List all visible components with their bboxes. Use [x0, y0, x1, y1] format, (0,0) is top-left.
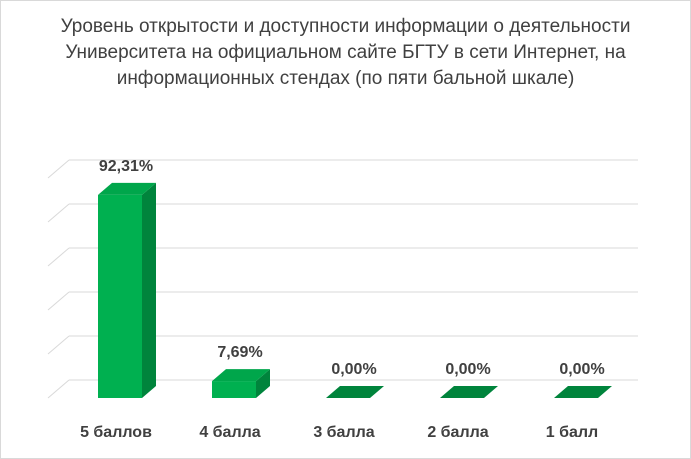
- bar-top: [554, 386, 612, 398]
- gridline-side: [47, 335, 70, 355]
- data-label: 0,00%: [331, 361, 376, 378]
- data-label: 7,69%: [217, 344, 262, 361]
- bar-side: [256, 369, 270, 398]
- bar-top: [440, 386, 498, 398]
- gridline-side: [47, 159, 70, 179]
- bar-top: [212, 369, 270, 382]
- data-label: 0,00%: [559, 361, 604, 378]
- gridline-side: [47, 379, 70, 399]
- category-label: 2 балла: [427, 424, 488, 441]
- bar: [212, 381, 256, 398]
- gridline-side: [47, 291, 70, 311]
- bar-top: [98, 182, 156, 195]
- category-label: 5 баллов: [80, 424, 152, 441]
- gridline-side: [47, 247, 70, 267]
- data-label: 92,31%: [99, 158, 153, 175]
- chart-title: Уровень открытости и доступности информа…: [60, 16, 631, 89]
- category-label: 3 балла: [313, 424, 374, 441]
- bar-top: [326, 386, 384, 398]
- category-label: 4 балла: [199, 424, 260, 441]
- gridline-side: [47, 203, 70, 223]
- data-label: 0,00%: [445, 361, 490, 378]
- bar-side: [142, 182, 156, 398]
- bar: [98, 194, 142, 398]
- category-label: 1 балл: [546, 424, 598, 441]
